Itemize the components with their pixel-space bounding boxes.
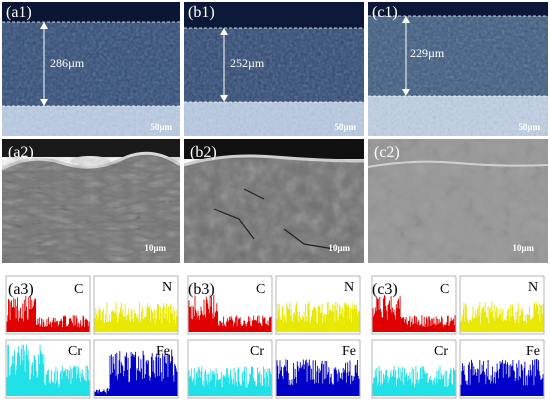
eds-group-b3: (b3) C N Cr Fe (184, 268, 364, 402)
element-label-c: C (256, 282, 266, 297)
element-label-c: C (74, 282, 84, 297)
scale-bar-label: 10µm (144, 243, 166, 253)
element-label-fe: Fe (342, 344, 356, 359)
eds-trace-fe (276, 359, 360, 396)
eds-trace-c (6, 296, 90, 332)
optical-image-a1 (2, 2, 180, 136)
eds-trace-c (372, 295, 456, 332)
eds-trace-c (188, 295, 272, 332)
scale-bar-label: 10µm (512, 243, 534, 253)
sem-image-b2 (184, 139, 364, 263)
element-label-n: N (528, 280, 539, 295)
panel-label: (c2) (374, 144, 400, 161)
scale-bar-label: 50µm (150, 122, 172, 132)
scale-bar-label: 10µm (328, 243, 350, 253)
element-label-n: N (162, 280, 173, 295)
eds-trace-n (94, 302, 178, 332)
scale-bar-label: 50µm (518, 122, 540, 132)
panel-label: (a2) (8, 144, 34, 161)
panel-label: (b3) (188, 281, 215, 298)
optical-panel-a1: (a1) 286µm 50µm (2, 2, 180, 136)
sem-panel-a2: (a2) 10µm (2, 139, 180, 263)
eds-trace-cr (6, 344, 90, 396)
scale-bar-label: 50µm (334, 122, 356, 132)
thickness-label: 229µm (410, 46, 445, 60)
element-label-cr: Cr (250, 344, 264, 359)
panel-label: (c1) (372, 4, 398, 21)
sem-image-a2 (2, 139, 180, 263)
eds-trace-fe (94, 349, 178, 396)
eds-trace-n (276, 301, 360, 332)
eds-trace-fe (460, 358, 544, 396)
eds-trace-cr (188, 366, 272, 396)
eds-group-c3: (c3) C N Cr Fe (368, 268, 548, 402)
eds-group-a3: (a3) C N Cr Fe (2, 268, 180, 402)
thickness-label: 252µm (230, 56, 265, 70)
eds-spectra-a3 (5, 275, 179, 399)
eds-trace-cr (372, 365, 456, 396)
eds-spectra-c3 (371, 275, 545, 399)
optical-image-c1 (368, 2, 548, 136)
panel-label: (b1) (188, 4, 215, 21)
thickness-label: 286µm (50, 56, 85, 70)
element-label-cr: Cr (434, 344, 448, 359)
element-label-n: N (344, 280, 355, 295)
element-label-fe: Fe (156, 344, 170, 359)
sem-panel-c2: (c2) 10µm (368, 139, 548, 263)
panel-label: (a3) (8, 281, 34, 298)
sem-panel-b2: (b2) 10µm (184, 139, 364, 263)
panel-label: (b2) (190, 144, 217, 161)
eds-trace-n (460, 301, 544, 332)
element-label-cr: Cr (68, 344, 82, 359)
optical-panel-c1: (c1) 229µm 50µm (368, 2, 548, 136)
element-label-c: C (440, 282, 450, 297)
eds-spectra-b3 (187, 275, 361, 399)
panel-label: (a1) (6, 4, 32, 21)
panel-label: (c3) (372, 281, 398, 298)
optical-image-b1 (184, 2, 364, 136)
element-label-fe: Fe (526, 344, 540, 359)
optical-panel-b1: (b1) 252µm 50µm (184, 2, 364, 136)
sem-image-c2 (368, 139, 548, 263)
